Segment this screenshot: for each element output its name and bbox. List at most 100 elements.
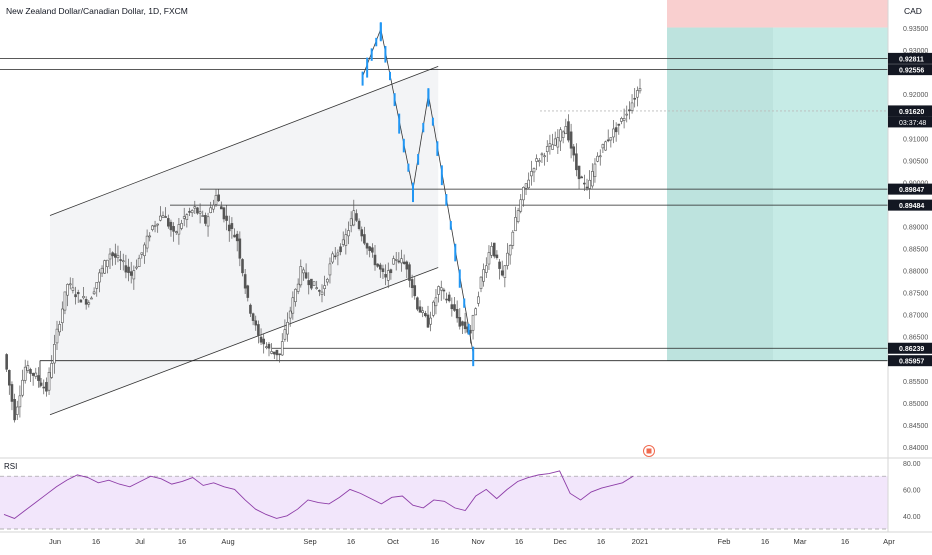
rsi-label: RSI: [4, 462, 17, 471]
candle-body: [328, 263, 332, 276]
channel-lower-line: [49, 267, 439, 416]
candle-body: [349, 218, 353, 227]
candle-body: [177, 224, 181, 235]
candle-body: [588, 179, 591, 189]
candle-body: [45, 382, 48, 392]
price-label-bg: [888, 105, 932, 117]
candle-body: [132, 270, 136, 280]
candle-body: [34, 372, 38, 377]
candle-body: [169, 221, 173, 231]
candle-body: [402, 261, 406, 264]
candle-body: [355, 213, 358, 221]
candle-body: [323, 285, 326, 289]
candle-body: [633, 97, 637, 100]
rsi-band: [0, 476, 888, 529]
candle-body: [251, 313, 255, 321]
flag-icon[interactable]: [643, 445, 655, 457]
price-label: 0.86239: [899, 346, 924, 353]
candle-body: [450, 304, 454, 310]
candle-body: [201, 215, 205, 217]
candle-body: [214, 195, 218, 205]
price-channel: [49, 65, 439, 416]
candle-body: [617, 123, 621, 126]
candle-body: [455, 309, 459, 319]
candle-body: [63, 291, 67, 311]
candle-body: [360, 229, 364, 237]
x-tick-label: Apr: [883, 537, 895, 546]
candle-body: [527, 179, 531, 189]
candle-body: [325, 278, 329, 283]
candle-body: [13, 399, 16, 421]
candle-body: [267, 343, 271, 349]
x-tick-label: 16: [841, 537, 849, 546]
stop-zone: [667, 0, 888, 28]
candle-body: [569, 131, 573, 149]
candle-body: [495, 254, 499, 258]
candle-body: [286, 322, 289, 335]
price-label: 0.85957: [899, 359, 924, 366]
target-zone-shade: [667, 27, 773, 361]
candle-body: [278, 353, 281, 356]
y-tick-label: 0.91000: [903, 136, 928, 143]
candle-body: [79, 299, 83, 303]
candle-body: [225, 215, 228, 221]
candle-body: [620, 118, 623, 122]
candle-body: [114, 253, 117, 258]
candle-body: [471, 314, 475, 331]
candle-body: [220, 206, 223, 210]
candle-body: [153, 225, 157, 227]
price-label-bg: [888, 183, 932, 195]
candle-body: [185, 214, 189, 220]
y-tick-label: 0.89000: [903, 224, 928, 231]
price-label: 0.92811: [899, 56, 924, 63]
candle-body: [371, 247, 374, 253]
candle-body: [408, 264, 411, 281]
candle-body: [15, 406, 19, 415]
candle-body: [516, 210, 520, 222]
candle-body: [159, 215, 162, 221]
candle-body: [437, 286, 440, 295]
price-label: 0.89484: [899, 203, 924, 210]
y-tick-label: 0.88000: [903, 269, 928, 276]
candle-body: [10, 384, 14, 402]
candle-body: [596, 155, 599, 162]
y-tick-label: 0.84500: [903, 423, 928, 430]
candle-body: [384, 274, 387, 278]
candle-body: [209, 207, 212, 213]
position-zones: [667, 0, 888, 361]
candle-body: [167, 218, 170, 227]
candle-body: [296, 283, 300, 292]
candle-body: [537, 160, 541, 163]
candle-body: [609, 137, 613, 141]
candle-body: [410, 279, 414, 288]
candle-body: [291, 297, 295, 314]
x-tick-label: 16: [761, 537, 769, 546]
currency-label: CAD: [904, 6, 922, 16]
candle-body: [474, 308, 478, 316]
candle-body: [198, 211, 202, 214]
x-tick-label: Mar: [794, 537, 807, 546]
candle-body: [21, 379, 24, 396]
candle-body: [434, 297, 438, 307]
candle-body: [381, 268, 385, 273]
rsi-line: [3, 470, 634, 519]
candle-body: [82, 296, 85, 299]
candle-body: [341, 239, 345, 245]
candle-body: [302, 269, 305, 274]
candle-body: [421, 310, 425, 313]
candle-body: [233, 234, 236, 238]
x-tick-label: 16: [178, 537, 186, 546]
candle-body: [259, 336, 263, 343]
candle-body: [453, 304, 456, 311]
candle-body: [116, 255, 120, 259]
candle-body: [564, 126, 568, 135]
candle-body: [283, 329, 287, 340]
candle-body: [8, 370, 11, 386]
candle-body: [161, 215, 165, 218]
candle-body: [320, 291, 324, 295]
candle-body: [532, 168, 536, 173]
candle-body: [543, 155, 546, 158]
candle-body: [590, 171, 594, 187]
